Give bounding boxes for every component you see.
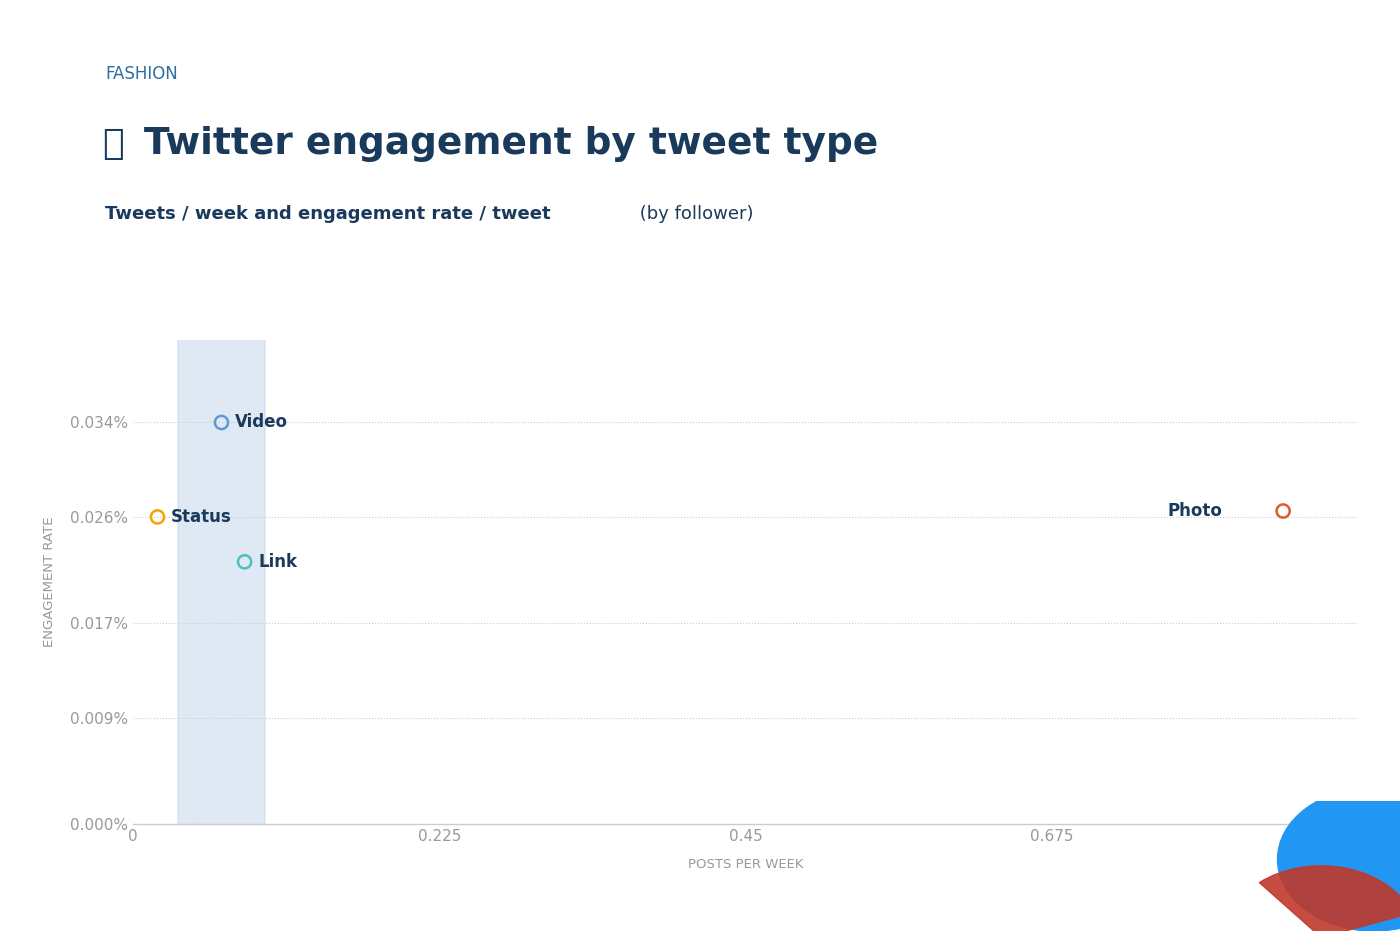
Circle shape [1277, 788, 1400, 931]
Text: 🐦: 🐦 [102, 128, 123, 161]
Text: Rival: Rival [1200, 861, 1243, 876]
X-axis label: POSTS PER WEEK: POSTS PER WEEK [687, 857, 804, 870]
Text: Tweets / week and engagement rate / tweet: Tweets / week and engagement rate / twee… [105, 205, 550, 223]
Text: Link: Link [258, 553, 297, 571]
Point [147, 509, 168, 524]
Point [234, 554, 256, 569]
Text: Status: Status [171, 508, 232, 526]
Text: FASHION: FASHION [105, 65, 178, 83]
Point [1273, 504, 1295, 519]
Y-axis label: ENGAGEMENT RATE: ENGAGEMENT RATE [43, 517, 56, 647]
Point [210, 415, 232, 430]
Text: Twitter engagement by tweet type: Twitter engagement by tweet type [144, 127, 878, 162]
Circle shape [178, 0, 265, 931]
Text: (by follower): (by follower) [634, 205, 753, 223]
Text: IQ: IQ [1212, 887, 1231, 902]
Text: Photo: Photo [1168, 502, 1222, 520]
Text: Video: Video [235, 413, 288, 431]
Wedge shape [1260, 866, 1400, 931]
